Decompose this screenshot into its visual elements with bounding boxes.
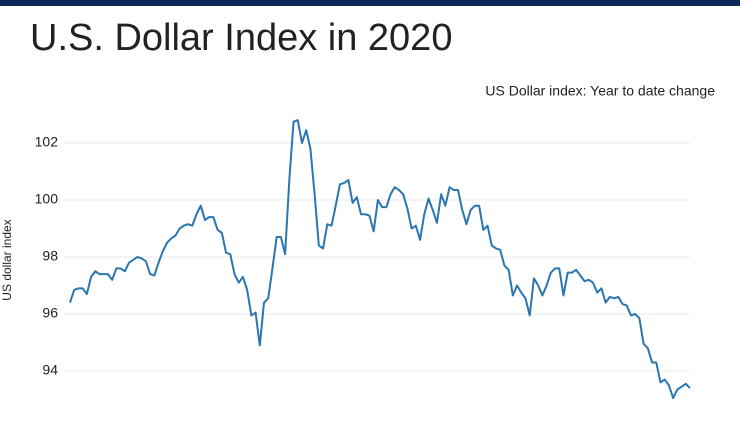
y-tick-label: 102 [35,134,59,150]
y-tick-label: 94 [42,362,58,378]
y-tick-label: 96 [42,305,58,321]
chart-title: U.S. Dollar Index in 2020 [30,17,452,59]
data-line [69,119,691,400]
chart-subtitle: US Dollar index: Year to date change [485,83,715,99]
y-axis-label: US dollar index [0,219,14,300]
y-tick-label: 98 [42,248,58,264]
y-tick-label: 100 [35,191,59,207]
top-bar [0,0,740,6]
